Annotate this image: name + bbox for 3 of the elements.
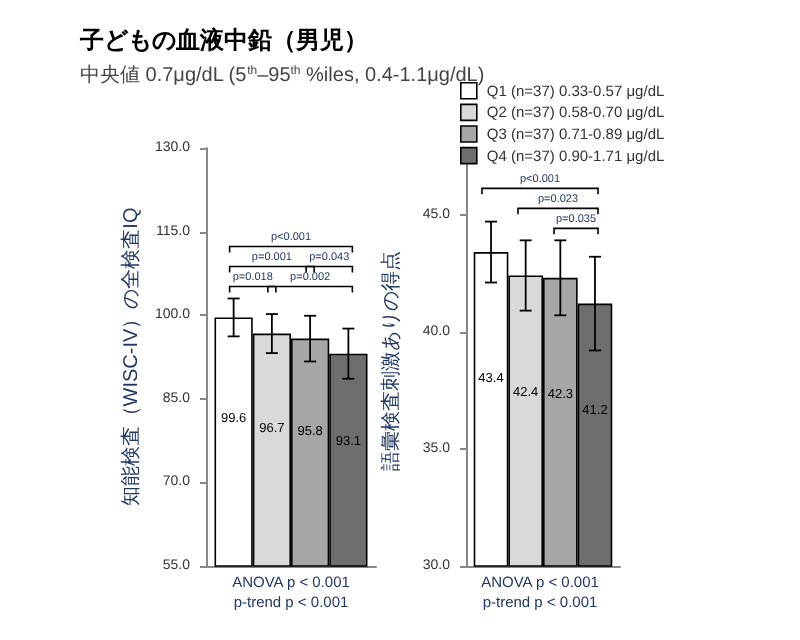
chart-title: 子どもの血液中鉛（男児） [78, 26, 368, 54]
y-axis-title: 語彙検査刺激ありの得点 [379, 251, 403, 471]
y-axis-title: 知能検査（WISC-IV）の全検査IQ [119, 207, 143, 507]
